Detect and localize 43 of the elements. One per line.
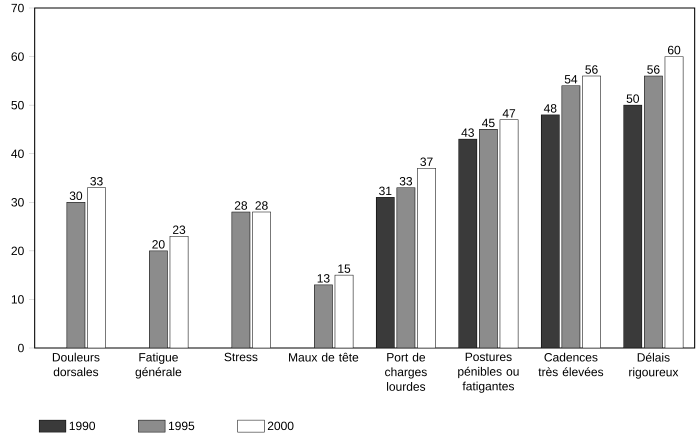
data-label: 60 — [668, 46, 680, 54]
data-label: 50 — [626, 94, 640, 103]
x-tick-label: Fatigue générale — [136, 352, 182, 379]
data-label: 48 — [544, 104, 556, 113]
legend-label: 2000 — [268, 422, 294, 430]
x-tick-label: Stress — [224, 352, 258, 362]
y-tick-label: 20 — [12, 246, 24, 256]
data-label: 56 — [585, 65, 598, 74]
x-tick-label: Port de charges lourdes — [385, 352, 427, 391]
x-tick-label: Postures pénibles ou fatigantes — [458, 352, 519, 393]
y-tick-label: 40 — [11, 149, 24, 158]
data-label: 30 — [70, 192, 82, 200]
x-tick-label: Maux de tête — [289, 352, 358, 362]
y-tick-label: 70 — [12, 4, 24, 12]
data-label: 13 — [318, 274, 330, 283]
data-label: 47 — [502, 109, 516, 118]
data-label: 33 — [400, 176, 412, 186]
y-tick-label: 60 — [12, 52, 24, 61]
data-label: 56 — [647, 65, 660, 74]
data-label: 31 — [379, 186, 392, 196]
bar — [623, 104, 642, 348]
data-label: 20 — [152, 240, 165, 249]
y-tick-label: 30 — [11, 198, 24, 207]
y-tick-label: 0 — [18, 344, 24, 352]
data-label: 28 — [234, 201, 248, 210]
y-tick-label: 10 — [12, 295, 24, 304]
data-label: 33 — [90, 176, 103, 186]
x-tick-label: Cadences très élevées — [538, 352, 604, 376]
bar — [540, 114, 560, 348]
bar — [376, 197, 395, 348]
data-label: 45 — [482, 118, 495, 128]
data-label: 54 — [564, 75, 578, 84]
data-label: 15 — [338, 264, 350, 273]
data-label: 43 — [461, 128, 474, 137]
x-tick-label: Délais rigoureux — [629, 352, 678, 379]
data-label: 37 — [420, 158, 433, 166]
legend-label: 1995 — [168, 422, 194, 430]
legend-label: 1990 — [70, 422, 96, 430]
bar — [458, 138, 478, 348]
x-tick-label: Douleurs dorsales — [52, 352, 100, 376]
y-tick-label: 50 — [11, 100, 24, 110]
data-label: 23 — [172, 226, 186, 234]
data-label: 28 — [255, 201, 268, 210]
